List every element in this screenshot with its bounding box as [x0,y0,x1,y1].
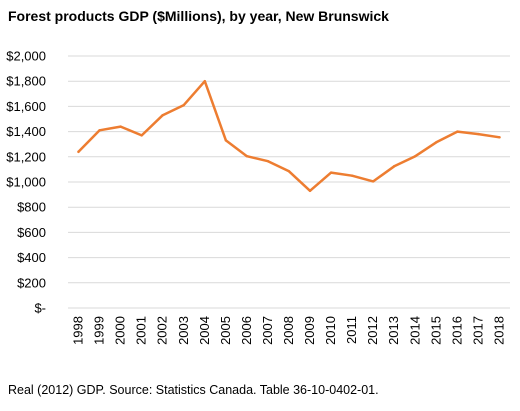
data-point [203,80,207,83]
x-tick-label: 2007 [260,316,275,345]
data-point [224,139,228,142]
data-point [477,132,480,136]
x-tick-label: 2008 [281,316,296,345]
y-tick-label: $800 [17,200,46,215]
x-tick-label: 2010 [323,316,338,345]
y-tick-label: $1,400 [6,124,46,139]
x-tick-label: 2014 [407,316,422,345]
data-point [350,174,354,177]
x-tick-label: 2002 [155,316,170,345]
gridlines [68,55,510,284]
x-tick-label: 2017 [470,316,485,345]
y-axis-tick-labels: $- $200 $400 $600 $800 $1,000 $1,200 $1,400 $1,6… [6,49,46,316]
x-tick-label: 1999 [92,316,107,345]
data-point [266,160,270,163]
x-tick-label: 2016 [449,316,464,345]
x-tick-label: 2004 [197,316,212,345]
x-tick-label: 2006 [239,316,254,345]
x-tick-label: 2018 [491,316,506,345]
y-tick-label: $2,000 [6,49,46,64]
x-tick-label: 2000 [113,316,128,345]
data-point [77,150,80,153]
y-tick-label: $200 [17,275,46,290]
y-tick-label: $400 [17,250,46,265]
y-tick-label: $1,000 [6,175,46,190]
y-tick-label: $600 [17,225,46,240]
data-point [329,171,333,174]
series-lines [77,79,501,193]
x-tick-label: 2005 [218,316,233,345]
y-tick-label: $1,600 [6,99,46,114]
y-tick-label: $- [34,301,46,316]
x-tick-label: 2003 [176,316,191,345]
data-point [414,154,417,158]
x-tick-label: 2013 [386,316,401,345]
data-point [498,136,501,139]
data-point [308,189,312,193]
data-point [119,125,122,128]
chart-title: Forest products GDP ($Millions), by year… [8,8,389,24]
x-tick-label: 1998 [71,316,86,345]
source-footnote: Real (2012) GDP. Source: Statistics Cana… [8,383,379,397]
data-point [140,134,143,137]
data-point [161,114,164,117]
x-tick-label: 2001 [134,316,149,345]
x-tick-label: 2012 [365,316,380,345]
data-point [287,170,291,173]
data-point [371,180,375,183]
data-point [98,129,101,132]
x-tick-label: 2015 [428,316,443,345]
data-point [393,165,396,168]
y-tick-label: $1,800 [6,74,46,89]
data-point [435,141,438,144]
data-point [182,103,185,107]
x-tick-label: 2009 [302,316,317,345]
x-axis-tick-labels: 1998 1999 2000 2001 2002 2003 2004 2005 2006 2007… [71,316,507,345]
data-point [245,154,249,158]
data-point [456,130,459,133]
y-tick-label: $1,200 [6,149,46,164]
x-tick-label: 2011 [344,316,359,344]
